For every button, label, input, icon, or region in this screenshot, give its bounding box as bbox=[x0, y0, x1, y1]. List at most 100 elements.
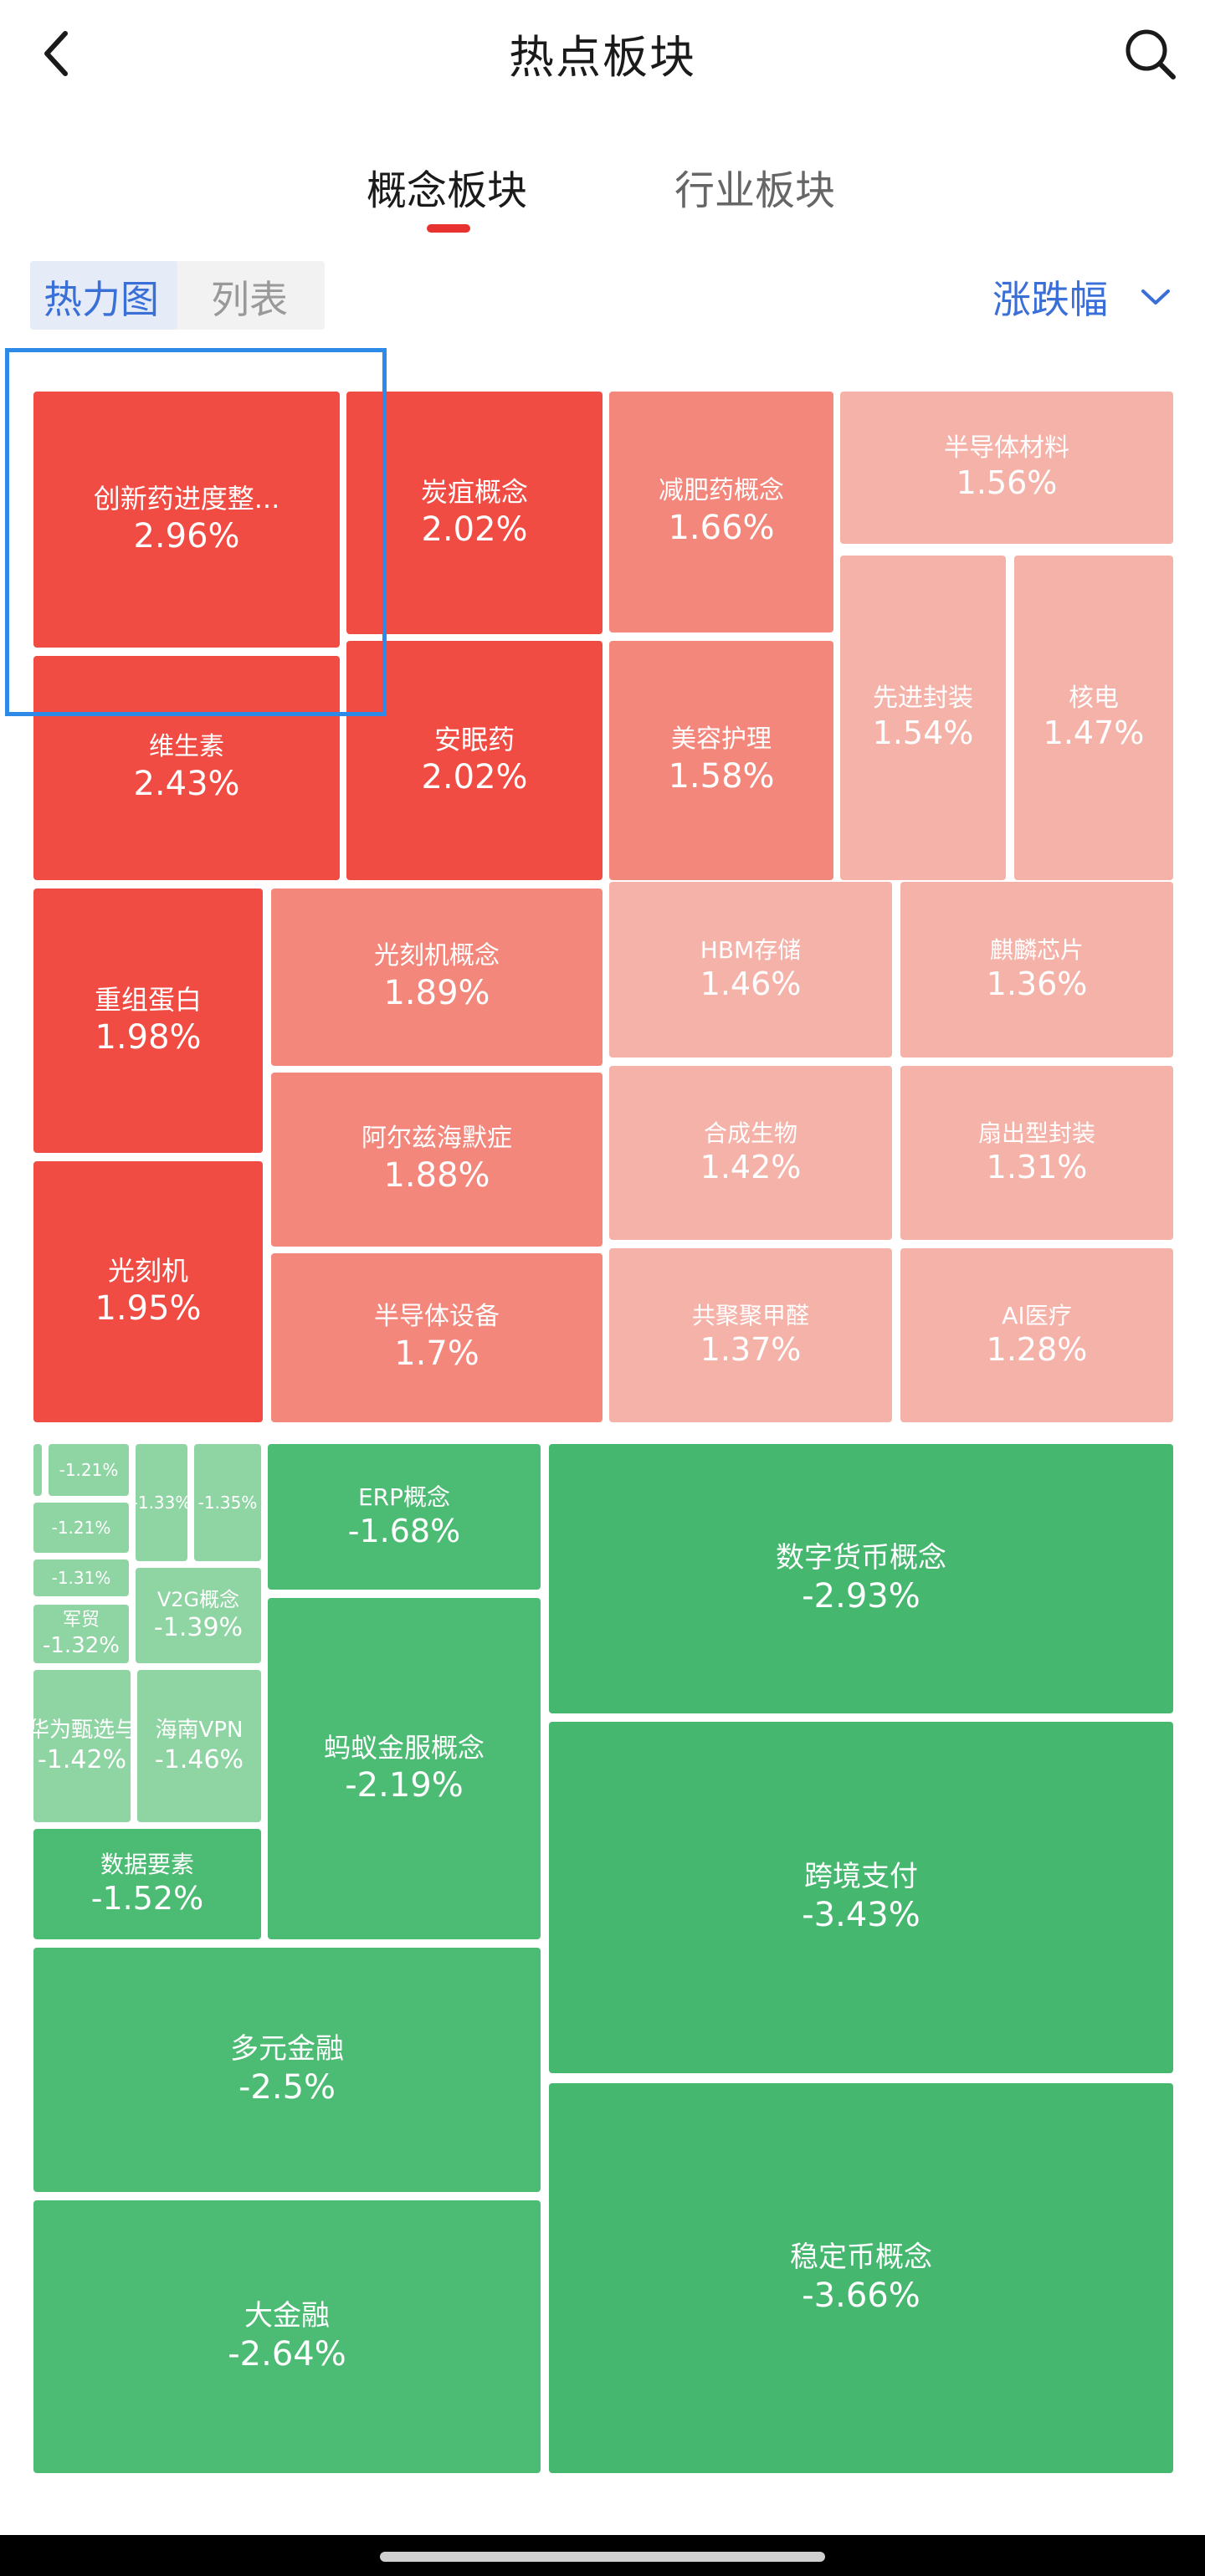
sector-change: 1.95% bbox=[95, 1289, 202, 1328]
sector-name: 美容护理 bbox=[671, 725, 772, 755]
sort-dropdown[interactable] bbox=[1138, 284, 1173, 310]
sector-change: 1.54% bbox=[872, 714, 974, 751]
sector-name: 多元金融 bbox=[230, 2031, 344, 2066]
heatmap-cell[interactable]: V2G概念 -1.39% bbox=[136, 1568, 261, 1663]
heatmap-cell[interactable]: 重组蛋白 1.98% bbox=[33, 889, 263, 1153]
sector-change: 1.37% bbox=[700, 1330, 802, 1368]
heatmap-cell[interactable]: 海南VPN -1.46% bbox=[137, 1670, 261, 1822]
sector-change: -2.19% bbox=[345, 1766, 464, 1805]
sector-name: 先进封装 bbox=[873, 683, 973, 713]
sector-name: 炭疽概念 bbox=[420, 476, 528, 508]
sector-name: 阿尔兹海默症 bbox=[362, 1124, 512, 1154]
heatmap-cell[interactable]: -1.21% bbox=[33, 1503, 129, 1553]
sector-change: 1.46% bbox=[700, 965, 802, 1002]
sector-name: 数字货币概念 bbox=[776, 1540, 946, 1575]
search-button[interactable] bbox=[1121, 25, 1180, 84]
heatmap-cell[interactable]: 核电 1.47% bbox=[1014, 556, 1173, 880]
heatmap-cell[interactable]: -1.31% bbox=[33, 1559, 129, 1596]
heatmap-cell[interactable]: 扇出型封装 1.31% bbox=[900, 1066, 1173, 1240]
sector-name: 光刻机 bbox=[107, 1255, 188, 1287]
sector-change: 1.58% bbox=[668, 756, 775, 796]
sector-change: -1.46% bbox=[154, 1744, 244, 1775]
heatmap-cell[interactable]: 半导体材料 1.56% bbox=[840, 392, 1173, 544]
heatmap-cell[interactable]: 数字货币概念 -2.93% bbox=[549, 1444, 1173, 1713]
heatmap-cell[interactable]: 半导体设备 1.7% bbox=[271, 1253, 602, 1422]
home-indicator[interactable] bbox=[380, 2552, 825, 2562]
heatmap-cell[interactable]: 大金融 -2.64% bbox=[33, 2200, 541, 2473]
sector-name: V2G概念 bbox=[156, 1588, 240, 1612]
heatmap-cell[interactable]: 蚂蚁金服概念 -2.19% bbox=[268, 1598, 541, 1939]
toggle-list[interactable]: 列表 bbox=[211, 277, 288, 322]
heatmap-cell[interactable]: 合成生物 1.42% bbox=[609, 1066, 892, 1240]
heatmap-cell[interactable]: 阿尔兹海默症 1.88% bbox=[271, 1073, 602, 1247]
sector-change: -2.5% bbox=[238, 2068, 336, 2107]
sector-name: 半导体设备 bbox=[374, 1302, 500, 1332]
tab-industry[interactable]: 行业板块 bbox=[674, 167, 836, 214]
sector-change: 2.02% bbox=[421, 758, 528, 796]
chevron-down-icon bbox=[1141, 289, 1170, 305]
heatmap-cell[interactable]: -1.35% bbox=[194, 1444, 261, 1561]
heatmap-cell[interactable]: 先进封装 1.54% bbox=[840, 556, 1006, 880]
search-icon bbox=[1126, 29, 1176, 79]
tab-concept[interactable]: 概念板块 bbox=[367, 167, 528, 214]
sector-name: 蚂蚁金服概念 bbox=[323, 1732, 485, 1764]
sector-change: 1.28% bbox=[986, 1330, 1088, 1368]
heatmap-cell[interactable]: 创新药进度整... 2.96% bbox=[33, 392, 340, 648]
sector-change: -1.31% bbox=[51, 1567, 111, 1588]
sort-by-change[interactable]: 涨跌幅 bbox=[992, 277, 1108, 322]
heatmap-cell[interactable]: 多元金融 -2.5% bbox=[33, 1948, 541, 2192]
heatmap-cell[interactable]: 光刻机 1.95% bbox=[33, 1161, 263, 1422]
heatmap-cell[interactable]: 炭疽概念 2.02% bbox=[346, 392, 602, 634]
sector-change: -1.33% bbox=[136, 1492, 187, 1513]
sector-change: -3.43% bbox=[802, 1896, 920, 1935]
sector-change: -3.66% bbox=[802, 2276, 920, 2316]
sector-name: 麒麟芯片 bbox=[989, 935, 1084, 964]
sector-name: 数据要素 bbox=[100, 1850, 194, 1878]
heatmap-cell[interactable]: HBM存储 1.46% bbox=[609, 882, 892, 1058]
heatmap-cell[interactable]: ERP概念 -1.68% bbox=[268, 1444, 541, 1590]
sector-change: -1.42% bbox=[37, 1744, 127, 1775]
sector-change: -1.35% bbox=[197, 1492, 258, 1513]
sector-name: HBM存储 bbox=[700, 935, 802, 964]
heatmap-cell[interactable]: AI医疗 1.28% bbox=[900, 1248, 1173, 1422]
sector-name: AI医疗 bbox=[1002, 1301, 1072, 1329]
sector-change: 1.36% bbox=[986, 965, 1088, 1002]
heatmap-cell[interactable]: 麒麟芯片 1.36% bbox=[900, 882, 1173, 1058]
sector-change: 1.98% bbox=[95, 1018, 202, 1057]
sector-name: 半导体材料 bbox=[944, 433, 1069, 463]
heatmap-cell[interactable]: 美容护理 1.58% bbox=[609, 641, 833, 880]
sector-change: -2.93% bbox=[802, 1577, 920, 1616]
page-title: 热点板块 bbox=[509, 31, 696, 84]
heatmap-cell[interactable]: 军贸 -1.32% bbox=[33, 1605, 129, 1663]
heatmap-cell[interactable]: 数据要素 -1.52% bbox=[33, 1829, 261, 1939]
heatmap-cell[interactable]: 跨境支付 -3.43% bbox=[549, 1722, 1173, 2073]
heatmap-cell[interactable]: 维生素 2.43% bbox=[33, 656, 340, 880]
heatmap-cell[interactable]: 安眠药 2.02% bbox=[346, 641, 602, 880]
sector-change: 2.02% bbox=[421, 510, 528, 549]
heatmap-cell[interactable]: 共聚聚甲醛 1.37% bbox=[609, 1248, 892, 1422]
sector-change: 1.89% bbox=[383, 973, 490, 1012]
heatmap-cell[interactable]: -1.21% bbox=[49, 1444, 129, 1496]
heatmap-cell[interactable]: -1.33% bbox=[136, 1444, 187, 1561]
sector-change: -1.32% bbox=[43, 1632, 120, 1658]
heatmap-cell[interactable]: 光刻机概念 1.89% bbox=[271, 889, 602, 1066]
sector-change: 1.47% bbox=[1043, 714, 1145, 751]
active-tab-indicator bbox=[427, 224, 470, 233]
sector-name: 扇出型封装 bbox=[977, 1119, 1095, 1147]
sector-change: -1.68% bbox=[347, 1512, 461, 1549]
sector-name: 减肥药概念 bbox=[659, 476, 784, 506]
heatmap-cell[interactable] bbox=[33, 1444, 42, 1496]
heatmap-cell[interactable]: 减肥药概念 1.66% bbox=[609, 392, 833, 632]
sector-change: 1.66% bbox=[668, 508, 775, 547]
back-button[interactable] bbox=[33, 23, 84, 82]
heatmap-cell[interactable]: 稳定币概念 -3.66% bbox=[549, 2083, 1173, 2473]
sector-change: 2.43% bbox=[133, 764, 240, 803]
sector-change: 1.7% bbox=[394, 1334, 479, 1373]
view-toggle-active-bg bbox=[30, 261, 177, 330]
toggle-heatmap[interactable]: 热力图 bbox=[44, 277, 159, 322]
heatmap-cell[interactable]: 华为甄选与 -1.42% bbox=[33, 1670, 131, 1822]
sector-name: 合成生物 bbox=[703, 1119, 797, 1147]
sector-change: 1.56% bbox=[956, 464, 1058, 501]
sector-name: 安眠药 bbox=[433, 724, 515, 755]
sector-name: ERP概念 bbox=[357, 1483, 451, 1511]
